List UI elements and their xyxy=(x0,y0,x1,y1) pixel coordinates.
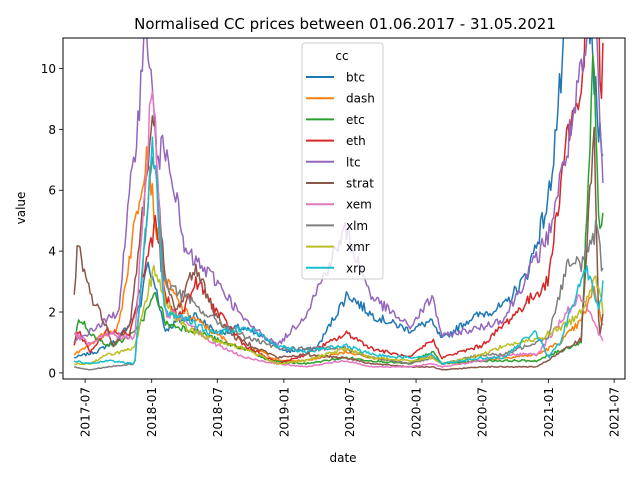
legend-label-ltc: ltc xyxy=(346,155,361,169)
legend-label-etc: etc xyxy=(346,113,365,127)
chart-title: Normalised CC prices between 01.06.2017 … xyxy=(134,15,556,33)
legend-items: btc dash etc eth ltc strat xem xlm xmr xrp xyxy=(306,71,375,275)
y-tick-label: 0 xyxy=(48,366,56,380)
y-tick-label: 10 xyxy=(41,62,56,76)
series-line-strat xyxy=(73,115,604,371)
y-tick-label: 4 xyxy=(48,245,56,259)
x-tick-label: 2019-01 xyxy=(277,387,291,437)
legend-label-dash: dash xyxy=(346,92,375,106)
x-tick-label: 2021-07 xyxy=(608,387,622,437)
legend-title: cc xyxy=(335,49,348,63)
legend-label-xmr: xmr xyxy=(346,240,370,254)
x-axis: 2017-07 2018-01 2018-07 2019-01 2019-07 2020-… xyxy=(79,379,622,437)
legend-label-strat: strat xyxy=(346,177,374,191)
legend-label-xlm: xlm xyxy=(346,219,368,233)
y-tick-label: 2 xyxy=(48,306,56,320)
x-tick-label: 2020-01 xyxy=(410,387,424,437)
x-tick-label: 2017-07 xyxy=(79,387,93,437)
legend-box xyxy=(301,42,384,280)
series-layer xyxy=(73,38,604,371)
x-tick-label: 2021-01 xyxy=(542,387,556,437)
x-tick-label: 2020-07 xyxy=(476,387,490,437)
legend-label-xrp: xrp xyxy=(346,261,366,275)
x-axis-label: date xyxy=(329,451,356,465)
legend-label-btc: btc xyxy=(346,71,365,85)
legend-label-xem: xem xyxy=(346,198,372,212)
series-line-btc xyxy=(74,38,604,359)
y-axis: 0 2 4 6 8 10 xyxy=(41,62,63,380)
legend: cc btc dash etc eth ltc strat xem xlm xmr xrp xyxy=(301,42,384,280)
legend-label-eth: eth xyxy=(346,134,366,148)
y-tick-label: 6 xyxy=(48,184,56,198)
plot-area xyxy=(73,38,604,371)
y-tick-label: 8 xyxy=(48,123,56,137)
series-line-etc xyxy=(73,53,604,366)
x-tick-label: 2019-07 xyxy=(343,387,357,437)
x-tick-label: 2018-01 xyxy=(145,387,159,437)
plot-frame xyxy=(62,37,626,380)
series-line-xrp xyxy=(73,136,604,365)
y-axis-label: value xyxy=(14,192,28,225)
x-tick-label: 2018-07 xyxy=(211,387,225,437)
